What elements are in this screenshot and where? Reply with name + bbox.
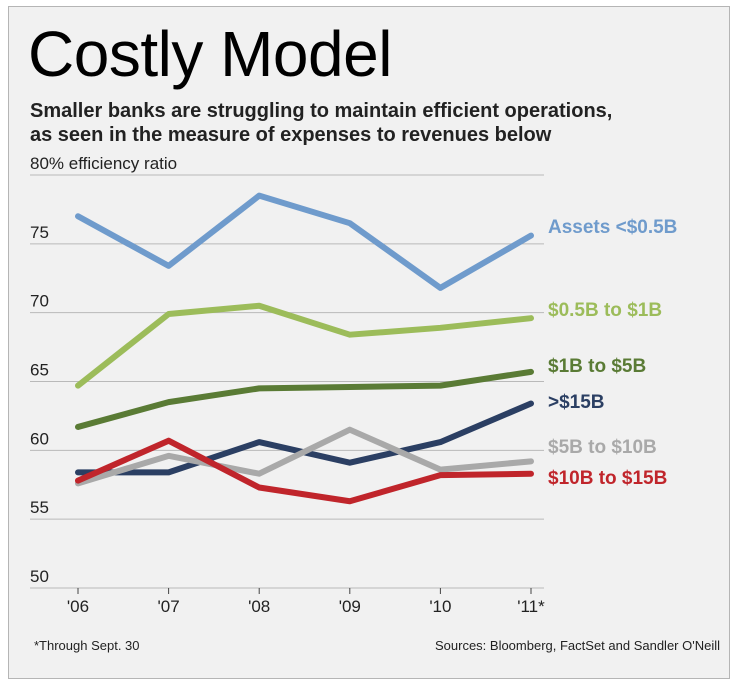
x-tick-label: '10 <box>429 597 451 616</box>
series-lines <box>75 192 534 505</box>
x-tick-label: '06 <box>67 597 89 616</box>
footnote: *Through Sept. 30 <box>34 638 140 653</box>
x-tick-label: '07 <box>158 597 180 616</box>
series-label: $0.5B to $1B <box>548 300 662 321</box>
y-tick-label-80: 80% efficiency ratio <box>30 154 177 173</box>
y-tick-label-65: 65 <box>30 361 49 380</box>
subtitle-line-2: as seen in the measure of expenses to re… <box>30 124 552 146</box>
series-label: >$15B <box>548 392 605 413</box>
x-tick-label: '08 <box>248 597 270 616</box>
y-tick-label-50: 50 <box>30 567 49 586</box>
y-tick-label-60: 60 <box>30 429 49 448</box>
series-line <box>75 302 534 389</box>
series-label: $1B to $5B <box>548 356 646 377</box>
x-tick-label: '11* <box>517 597 545 616</box>
chart-title: Costly Model <box>28 18 392 90</box>
series-line <box>75 426 534 487</box>
subtitle-line-1: Smaller banks are struggling to maintain… <box>30 100 613 122</box>
series-line <box>75 368 534 430</box>
y-tick-label-70: 70 <box>30 292 49 311</box>
series-label: $10B to $15B <box>548 468 667 489</box>
x-tick-label: '09 <box>339 597 361 616</box>
series-line <box>75 192 534 291</box>
sources-note: Sources: Bloomberg, FactSet and Sandler … <box>434 638 720 653</box>
y-axis-ticks: 50 55 60 65 70 75 80% efficiency ratio <box>30 154 177 586</box>
series-labels: Assets <$0.5B $0.5B to $1B $1B to $5B >$15B… <box>548 217 677 489</box>
series-label: $5B to $10B <box>548 437 657 458</box>
series-label: Assets <$0.5B <box>548 217 677 238</box>
series-line <box>75 437 534 505</box>
y-tick-label-75: 75 <box>30 223 49 242</box>
x-axis-ticks: '06 '07 '08 '09 '10 '11* <box>67 588 545 616</box>
y-tick-label-55: 55 <box>30 498 49 517</box>
